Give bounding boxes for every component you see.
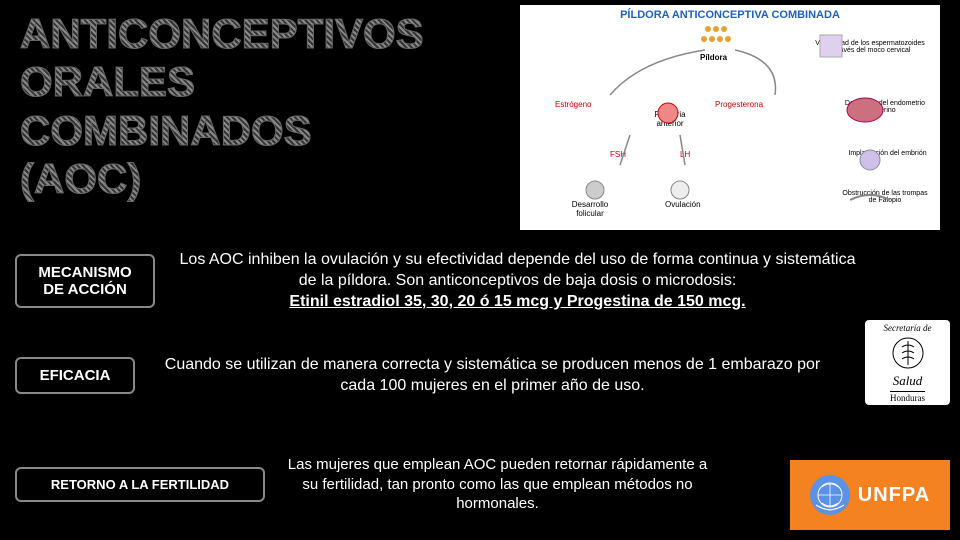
title-line-2: ORALES (20, 58, 424, 106)
eficacia-label: EFICACIA (15, 357, 135, 394)
retorno-text: Las mujeres que emplean AOC pueden retor… (280, 455, 715, 514)
moco-label: Viscosidad de los espermatozoides a trav… (815, 40, 925, 54)
trompas-label: Obstrucción de las trompas de Falopio (840, 190, 930, 204)
unfpa-logo: UNFPA (790, 460, 950, 530)
eficacia-section: EFICACIA Cuando se utilizan de manera co… (15, 355, 835, 397)
mecanismo-text-2: Etinil estradiol 35, 30, 20 ó 15 mcg y P… (289, 293, 745, 310)
implantacion-label: Implantación del embrión (845, 150, 930, 157)
diagram-title: PÍLDORA ANTICONCEPTIVA COMBINADA (520, 5, 940, 25)
title-line-3: COMBINADOS (20, 107, 424, 155)
un-globe-icon (810, 475, 850, 515)
salud-bot: Honduras (890, 391, 925, 403)
pildora-label: Píldora (700, 53, 727, 62)
retorno-section: RETORNO A LA FERTILIDAD Las mujeres que … (15, 455, 715, 514)
salud-mid: Salud (893, 373, 923, 389)
mecanismo-label: MECANISMO DE ACCIÓN (15, 254, 155, 308)
mecanismo-section: MECANISMO DE ACCIÓN Los AOC inhiben la o… (15, 250, 865, 312)
lh-label: LH (680, 150, 690, 159)
estrogeno-label: Estrógeno (555, 100, 591, 109)
slide-title: ANTICONCEPTIVOS ORALES COMBINADOS (AOC) (20, 10, 424, 203)
desarrollo-label: Desarrollo folicular (565, 200, 615, 218)
secretaria-salud-logo: Secretaría de Salud Honduras (865, 320, 950, 405)
unfpa-text: UNFPA (858, 484, 930, 507)
retorno-label: RETORNO A LA FERTILIDAD (15, 467, 265, 502)
fsh-label: FSH (610, 150, 626, 159)
eficacia-text: Cuando se utilizan de manera correcta y … (150, 355, 835, 397)
salud-emblem-icon (888, 333, 928, 373)
pill-icon (700, 25, 732, 45)
title-line-1: ANTICONCEPTIVOS (20, 10, 424, 58)
pill-diagram: PÍLDORA ANTICONCEPTIVA COMBINADA Píldora… (520, 5, 940, 230)
mecanismo-content: Los AOC inhiben la ovulación y su efecti… (170, 250, 865, 312)
endometrio-label: Desarrollo del endometrio uterino (840, 100, 930, 114)
title-line-4: (AOC) (20, 155, 424, 203)
ovulacion-label: Ovulación (665, 200, 701, 209)
mecanismo-text-1: Los AOC inhiben la ovulación y su efecti… (180, 251, 856, 289)
salud-top: Secretaría de (884, 323, 932, 333)
pituitaria-label: Pituitaria anterior (645, 110, 695, 128)
progesterona-label: Progesterona (715, 100, 763, 109)
